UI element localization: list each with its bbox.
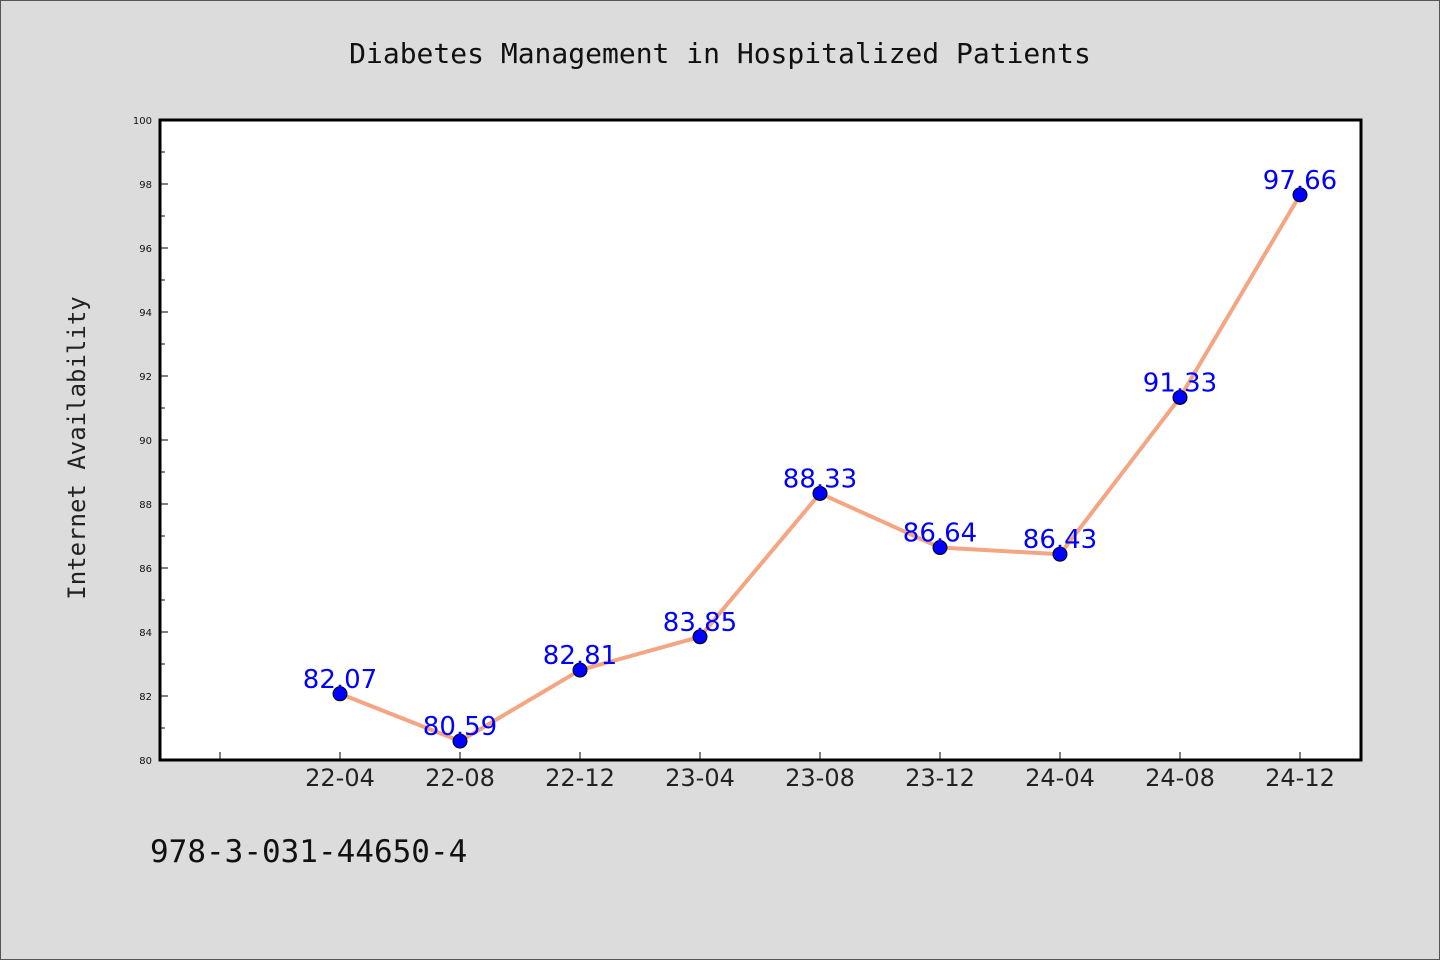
data-label: 86.43 bbox=[1023, 525, 1097, 555]
data-label: 88.33 bbox=[783, 464, 857, 494]
x-tick-label: 23-04 bbox=[665, 764, 735, 792]
data-label: 82.07 bbox=[303, 665, 377, 695]
data-point bbox=[812, 485, 828, 501]
y-tick-label: 86 bbox=[139, 564, 152, 575]
y-axis-label: Internet Availability bbox=[63, 296, 91, 599]
y-tick-label: 82 bbox=[139, 692, 152, 703]
x-tick-label: 22-04 bbox=[305, 764, 375, 792]
data-point bbox=[692, 629, 708, 645]
series-line bbox=[332, 187, 1308, 749]
y-tick-label: 80 bbox=[139, 756, 152, 767]
data-point bbox=[332, 686, 348, 702]
data-labels: 82.07 80.59 82.81 83.85 88.33 86.64 86.43 91.33… bbox=[303, 166, 1337, 742]
axis-ticks: 80 82 84 86 88 90 92 94 96 98 100 22-04 22-08 22-12 23… bbox=[133, 116, 1335, 792]
data-point bbox=[932, 540, 948, 556]
x-tick-label: 22-12 bbox=[545, 764, 615, 792]
y-tick-label: 90 bbox=[139, 436, 152, 447]
x-tick-label: 24-08 bbox=[1145, 764, 1215, 792]
isbn-text: 978-3-031-44650-4 bbox=[150, 834, 468, 870]
chart-title: Diabetes Management in Hospitalized Pati… bbox=[349, 37, 1091, 70]
y-tick-label: 96 bbox=[139, 244, 152, 255]
data-point bbox=[1052, 546, 1068, 562]
data-label: 86.64 bbox=[903, 519, 977, 549]
y-tick-label: 84 bbox=[139, 628, 152, 639]
data-label: 97.66 bbox=[1263, 166, 1337, 196]
x-tick-label: 22-08 bbox=[425, 764, 495, 792]
data-label: 83.85 bbox=[663, 608, 737, 638]
data-point bbox=[1172, 389, 1188, 405]
data-point bbox=[572, 662, 588, 678]
x-tick-label: 24-04 bbox=[1025, 764, 1095, 792]
plot-area bbox=[158, 118, 1363, 762]
x-tick-label: 23-08 bbox=[785, 764, 855, 792]
y-tick-label: 92 bbox=[139, 372, 152, 383]
y-tick-label: 98 bbox=[139, 180, 152, 191]
x-tick-label: 24-12 bbox=[1265, 764, 1335, 792]
y-tick-label: 94 bbox=[139, 308, 152, 319]
data-label: 80.59 bbox=[423, 712, 497, 742]
data-point bbox=[452, 733, 468, 749]
y-tick-label: 100 bbox=[133, 116, 152, 127]
data-label: 91.33 bbox=[1143, 368, 1217, 398]
data-point bbox=[1292, 187, 1308, 203]
data-label: 82.81 bbox=[543, 641, 617, 671]
x-tick-label: 23-12 bbox=[905, 764, 975, 792]
y-tick-label: 88 bbox=[139, 500, 152, 511]
